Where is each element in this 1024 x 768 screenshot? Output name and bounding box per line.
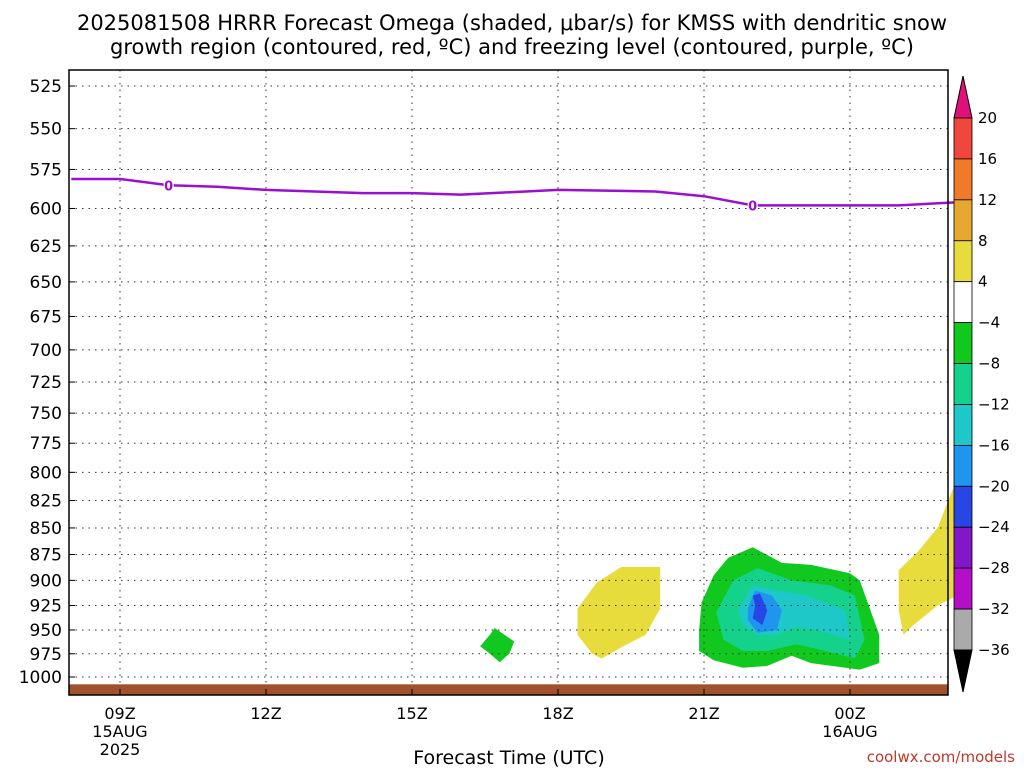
colorbar-bin-8: [953, 199, 973, 242]
colorbar-bin--36: [953, 608, 973, 651]
pressure-axis: 525 550 575 600 625 650 675 700 725 750 775 800 825 8…: [19, 77, 75, 688]
colorbar-bin--4: [953, 281, 973, 324]
colorbar-bin--32: [953, 567, 973, 610]
y-tick-label-875: 875: [30, 546, 62, 566]
x-tick-label-09Z: 09Z: [104, 704, 135, 723]
y-tick-label-725: 725: [30, 373, 62, 393]
x-tick-label-18Z: 18Z: [542, 704, 573, 723]
contour-label-bg-2: [747, 197, 758, 213]
colorbar-tick-20: 20: [978, 109, 997, 127]
x-tick-year-09Z: 2025: [100, 740, 141, 759]
y-tick-label-775: 775: [30, 434, 62, 454]
colorbar-tick--16: −16: [978, 436, 1010, 454]
omega-shading-layer: [480, 478, 958, 670]
omega-region-8: [898, 478, 958, 635]
x-tick-date-00Z: 16AUG: [822, 722, 877, 741]
colorbar-bin--28: [953, 526, 973, 569]
ground-surface: [69, 684, 948, 695]
y-tick-label-650: 650: [30, 273, 62, 293]
colorbar-tick-12: 12: [978, 191, 997, 209]
colorbar-tick--36: −36: [978, 641, 1010, 659]
contour-label-2: 0: [748, 199, 757, 214]
colorbar-bottom-arrow: [953, 649, 973, 693]
site-credit: coolwx.com/models: [867, 748, 1015, 766]
colorbar-tick--12: −12: [978, 395, 1010, 413]
contour-label-1: 0: [164, 179, 173, 194]
colorbar-bin-12: [953, 158, 973, 201]
contour-label-bg-1: [163, 177, 174, 193]
colorbar-tick-16: 16: [978, 150, 997, 168]
x-tick-date-09Z: 15AUG: [92, 722, 147, 741]
y-tick-label-925: 925: [30, 596, 62, 616]
y-tick-label-850: 850: [30, 519, 62, 539]
y-tick-label-900: 900: [30, 571, 62, 591]
colorbar-tick--32: −32: [978, 600, 1010, 618]
colorbar-tick-4: 4: [978, 273, 988, 291]
colorbar-tick--8: −8: [978, 355, 1000, 373]
x-tick-label-00Z: 00Z: [834, 704, 865, 723]
freezing-level-contour: 00: [71, 177, 958, 214]
y-tick-label-700: 700: [30, 341, 62, 361]
colorbar-tick--4: −4: [978, 314, 1000, 332]
colorbar-bin--8: [953, 322, 973, 364]
colorbar-tick--28: −28: [978, 559, 1010, 577]
chart-title-line-2: growth region (contoured, red, ºC) and f…: [110, 35, 914, 59]
x-tick-label-12Z: 12Z: [250, 704, 281, 723]
plot-area: 00: [68, 69, 958, 696]
colorbar-bin-4: [953, 240, 973, 283]
chart-title-line-1: 2025081508 HRRR Forecast Omega (shaded, …: [77, 11, 947, 35]
y-tick-label-750: 750: [30, 404, 62, 424]
colorbar-bin--16: [953, 404, 973, 446]
colorbar-bin--12: [953, 363, 973, 405]
colorbar-tick-8: 8: [978, 232, 988, 250]
omega-region-7: [752, 593, 768, 626]
x-axis-label: Forecast Time (UTC): [413, 747, 604, 768]
omega-region-2: [577, 567, 661, 659]
freezing-level-line: [71, 177, 958, 207]
colorbar-bin--20: [953, 444, 973, 487]
y-tick-label-800: 800: [30, 463, 62, 483]
y-tick-label-575: 575: [30, 160, 62, 180]
y-tick-label-625: 625: [30, 237, 62, 257]
colorbar-tick--24: −24: [978, 518, 1010, 536]
y-tick-label-950: 950: [30, 621, 62, 641]
y-tick-label-550: 550: [30, 120, 62, 140]
grid-lines: [69, 70, 948, 695]
x-tick-label-15Z: 15Z: [396, 704, 427, 723]
colorbar-top-arrow: [953, 75, 973, 119]
colorbar-tick--20: −20: [978, 477, 1010, 495]
colorbar-bin--24: [953, 485, 973, 528]
omega-region-1: [480, 628, 515, 663]
y-tick-label-1000: 1000: [19, 668, 62, 688]
y-tick-label-825: 825: [30, 492, 62, 512]
y-tick-label-600: 600: [30, 199, 62, 219]
omega-colorbar: 20 16 12 8 4 −4 −8 −12 −16 −20 −24 −28 −32 −36: [953, 75, 1010, 693]
y-tick-label-975: 975: [30, 645, 62, 665]
x-tick-label-21Z: 21Z: [688, 704, 719, 723]
y-tick-label-675: 675: [30, 308, 62, 328]
colorbar-bin-16: [953, 117, 973, 160]
y-tick-label-525: 525: [30, 77, 62, 97]
